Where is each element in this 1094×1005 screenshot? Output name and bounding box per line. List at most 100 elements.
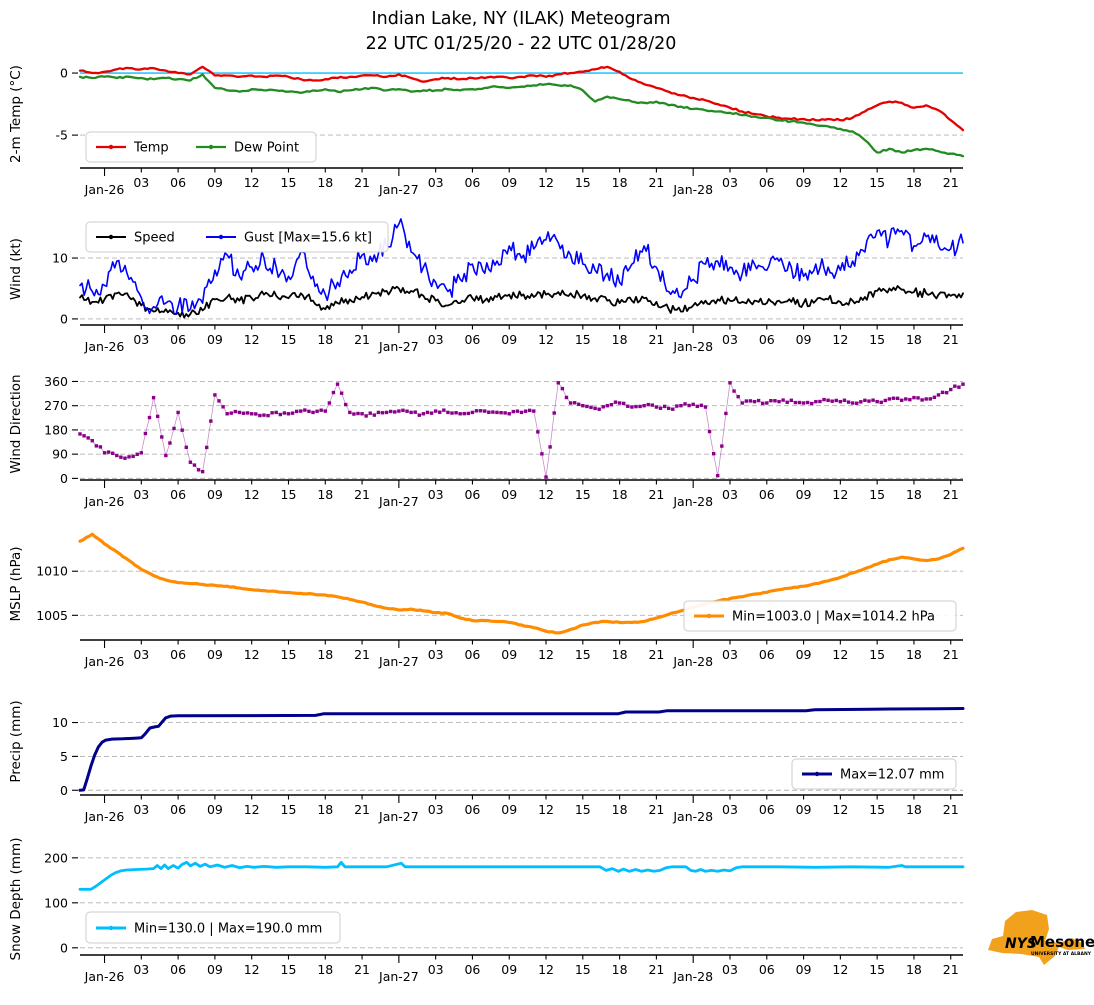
svg-text:06: 06 — [170, 332, 186, 347]
temp-legend: Temp Dew Point — [85, 131, 317, 163]
svg-text:18: 18 — [317, 962, 333, 977]
svg-text:03: 03 — [428, 802, 444, 817]
svg-text:12: 12 — [832, 487, 848, 502]
svg-text:06: 06 — [464, 175, 480, 190]
wind-x-axis: Jan-26 03 06 09 12 15 18 21 Jan-27 03 06 09 12 15 18 21… — [84, 325, 959, 354]
ny-state-icon — [988, 910, 1085, 965]
svg-text:Jan-28: Jan-28 — [672, 339, 713, 354]
svg-text:06: 06 — [170, 487, 186, 502]
speed-legend-label: Speed — [134, 231, 175, 246]
svg-text:21: 21 — [943, 962, 959, 977]
svg-text:200: 200 — [44, 850, 68, 865]
svg-text:15: 15 — [281, 962, 297, 977]
logo-nys-text: NYS — [1005, 936, 1037, 952]
svg-text:0: 0 — [60, 940, 68, 955]
svg-text:06: 06 — [464, 802, 480, 817]
svg-text:12: 12 — [244, 647, 260, 662]
svg-text:03: 03 — [133, 175, 149, 190]
nysm-logo: NYS Mesonet UNIVERSITY AT ALBANY — [988, 910, 1094, 965]
svg-text:06: 06 — [464, 332, 480, 347]
svg-text:15: 15 — [575, 487, 591, 502]
svg-text:06: 06 — [170, 647, 186, 662]
svg-text:12: 12 — [832, 647, 848, 662]
temp-panel: 0 -5 Jan-26 03 06 09 12 15 18 21 Jan-27 03 06 09 12 15 1… — [8, 65, 965, 197]
dewpoint-legend-marker — [208, 144, 214, 150]
wind-series-gust — [79, 218, 964, 315]
svg-text:18: 18 — [612, 647, 628, 662]
svg-text:03: 03 — [722, 962, 738, 977]
svg-text:06: 06 — [464, 647, 480, 662]
dewpoint-legend-label: Dew Point — [234, 141, 299, 156]
svg-text:90: 90 — [52, 447, 68, 462]
svg-text:09: 09 — [207, 962, 223, 977]
svg-text:21: 21 — [943, 487, 959, 502]
svg-text:21: 21 — [648, 487, 664, 502]
winddir-markers — [78, 381, 965, 479]
logo-tagline-text: UNIVERSITY AT ALBANY — [1031, 951, 1092, 957]
precip-legend-marker — [814, 771, 820, 777]
svg-text:21: 21 — [354, 487, 370, 502]
svg-text:0: 0 — [60, 311, 68, 326]
svg-text:Jan-26: Jan-26 — [84, 494, 125, 509]
svg-text:12: 12 — [244, 802, 260, 817]
svg-text:15: 15 — [869, 175, 885, 190]
svg-text:18: 18 — [906, 962, 922, 977]
svg-text:03: 03 — [133, 332, 149, 347]
svg-text:06: 06 — [759, 332, 775, 347]
svg-text:18: 18 — [906, 487, 922, 502]
svg-text:1010: 1010 — [36, 564, 68, 579]
svg-text:18: 18 — [317, 175, 333, 190]
precip-panel: 0 5 10 Jan-26 03 06 09 12 15 18 21 Jan-27 03 06 09 12 15… — [8, 700, 965, 824]
svg-text:Jan-26: Jan-26 — [84, 654, 125, 669]
svg-text:03: 03 — [428, 962, 444, 977]
svg-text:12: 12 — [244, 487, 260, 502]
temp-ylabel: 2-m Temp (°C) — [8, 65, 24, 163]
svg-text:15: 15 — [281, 647, 297, 662]
svg-text:06: 06 — [170, 175, 186, 190]
svg-text:03: 03 — [722, 802, 738, 817]
svg-text:18: 18 — [317, 802, 333, 817]
svg-text:18: 18 — [906, 802, 922, 817]
svg-text:09: 09 — [501, 647, 517, 662]
svg-text:09: 09 — [796, 962, 812, 977]
svg-text:0: 0 — [60, 471, 68, 486]
svg-text:03: 03 — [133, 962, 149, 977]
svg-text:10: 10 — [52, 251, 68, 266]
svg-text:Jan-26: Jan-26 — [84, 809, 125, 824]
precip-series-precip — [78, 707, 965, 792]
svg-text:03: 03 — [133, 802, 149, 817]
svg-text:-5: -5 — [56, 128, 68, 143]
svg-text:15: 15 — [575, 962, 591, 977]
svg-text:21: 21 — [354, 962, 370, 977]
svg-text:Jan-27: Jan-27 — [378, 654, 419, 669]
svg-text:12: 12 — [832, 962, 848, 977]
svg-text:06: 06 — [759, 962, 775, 977]
svg-text:03: 03 — [722, 647, 738, 662]
gust-legend-marker — [218, 234, 224, 240]
precip-legend: Max=12.07 mm — [791, 758, 957, 790]
svg-text:21: 21 — [943, 332, 959, 347]
svg-text:Jan-28: Jan-28 — [672, 494, 713, 509]
svg-text:18: 18 — [612, 487, 628, 502]
svg-text:06: 06 — [170, 802, 186, 817]
svg-text:1005: 1005 — [36, 608, 68, 623]
svg-text:09: 09 — [207, 332, 223, 347]
gust-legend-label: Gust [Max=15.6 kt] — [244, 231, 372, 246]
svg-text:Jan-27: Jan-27 — [378, 339, 419, 354]
figure-title: Indian Lake, NY (ILAK) Meteogram — [371, 9, 670, 29]
svg-text:Jan-26: Jan-26 — [84, 339, 125, 354]
svg-text:Jan-27: Jan-27 — [378, 182, 419, 197]
svg-text:09: 09 — [207, 802, 223, 817]
svg-text:Jan-27: Jan-27 — [378, 969, 419, 984]
svg-text:Jan-28: Jan-28 — [672, 969, 713, 984]
svg-text:09: 09 — [796, 647, 812, 662]
svg-text:09: 09 — [796, 487, 812, 502]
temp-x-axis: Jan-26 03 06 09 12 15 18 21 Jan-27 03 06 09 12 15 18 21… — [84, 168, 959, 197]
figure-subtitle: 22 UTC 01/25/20 - 22 UTC 01/28/20 — [366, 34, 677, 54]
svg-text:09: 09 — [501, 175, 517, 190]
svg-text:09: 09 — [796, 332, 812, 347]
svg-text:15: 15 — [869, 647, 885, 662]
snow-panel: 0 100 200 Jan-26 03 06 09 12 15 18 21 Jan-27 03 06 09 1… — [8, 838, 965, 984]
svg-text:18: 18 — [612, 962, 628, 977]
